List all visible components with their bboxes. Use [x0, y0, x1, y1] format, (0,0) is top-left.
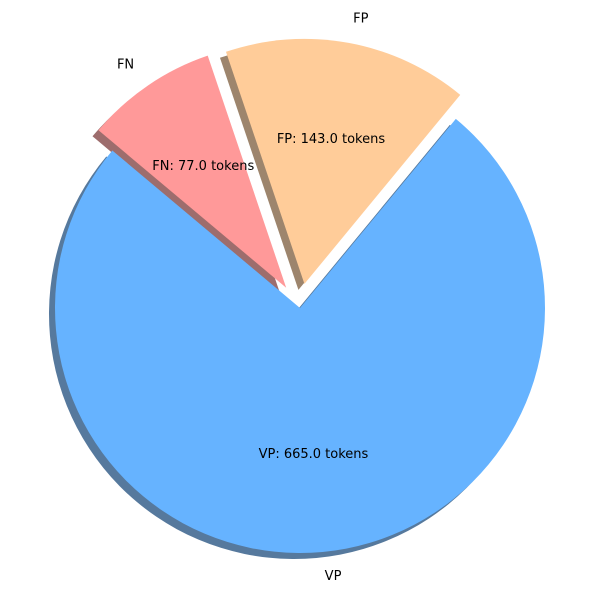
slice-value-label-fn: FN: 77.0 tokens	[152, 159, 254, 174]
slice-label-vp: VP	[325, 569, 342, 584]
label-layer: VP VP: 665.0 tokens FP FP: 143.0 tokens FN FN…	[117, 11, 385, 584]
slice-vp	[55, 118, 545, 554]
slice-layer	[55, 38, 545, 554]
slice-value-label-fp: FP: 143.0 tokens	[277, 132, 386, 147]
slice-value-label-vp: VP: 665.0 tokens	[259, 447, 369, 462]
slice-label-fp: FP	[353, 11, 368, 26]
slice-label-fn: FN	[117, 58, 134, 73]
slice-fp	[225, 38, 461, 284]
slice-fn	[98, 55, 287, 288]
